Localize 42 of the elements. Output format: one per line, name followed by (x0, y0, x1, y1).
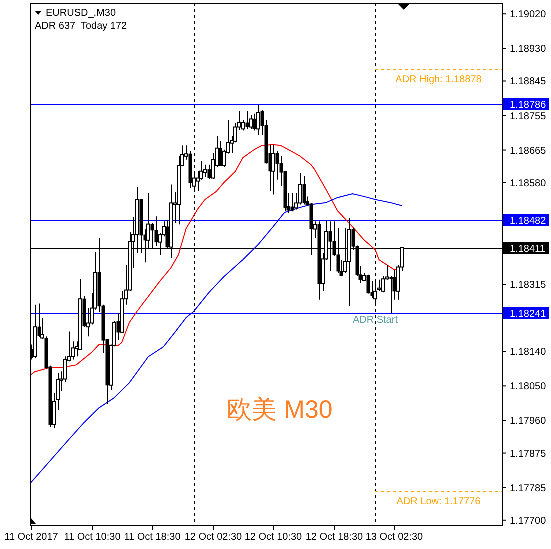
y-tick-label: 1.17785 (510, 483, 547, 494)
text: EURUSD_,M30 (46, 8, 116, 19)
x-tick-label: 12 Oct 18:30 (306, 532, 364, 543)
y-tick-label: 1.18755 (510, 111, 547, 122)
candlestick (390, 276, 394, 314)
candlestick (252, 113, 256, 132)
candlestick (298, 172, 302, 206)
ref-line-label: 1.18241 (510, 309, 547, 320)
y-tick-label: 1.19020 (510, 10, 547, 21)
text: ADR 637 Today 172 (35, 21, 128, 32)
candlestick (366, 274, 370, 294)
ref-line-label: 1.18482 (510, 216, 547, 227)
y-tick-label: 1.18845 (510, 76, 547, 88)
annotation: 欧美 M30 (227, 396, 333, 424)
y-tick-label: 1.18580 (510, 178, 547, 190)
ref-line-label: ADR High: 1.18878 (396, 74, 482, 86)
candlestick (218, 140, 222, 167)
y-tick-label: 1.17875 (510, 448, 547, 460)
y-tick-label: 1.17960 (510, 416, 547, 428)
ref-line-label: ADR Low: 1.17776 (396, 496, 482, 508)
x-tick-label: 12 Oct 10:30 (244, 532, 303, 543)
y-tick-label: 1.18050 (510, 382, 547, 393)
x-tick-label: 11 Oct 18:30 (124, 532, 182, 543)
y-tick-label: 1.18315 (510, 280, 547, 292)
candlestick (256, 104, 260, 136)
annotation: ADR Start (352, 314, 398, 326)
line-series (30, 144, 399, 376)
candlestick (246, 111, 250, 130)
ref-line-label: 1.18411 (510, 244, 546, 255)
candlestick (272, 144, 276, 196)
y-tick-label: 1.17700 (510, 516, 547, 527)
y-tick-label: 1.18665 (510, 146, 547, 157)
x-tick-label: 11 Oct 10:30 (64, 532, 122, 543)
candlestick (302, 175, 306, 206)
y-tick-label: 1.18140 (510, 347, 547, 358)
candlestick (290, 192, 294, 212)
candlestick (204, 164, 208, 178)
x-tick-label: 13 Oct 02:30 (366, 532, 424, 543)
x-tick-label: 12 Oct 02:30 (184, 532, 243, 543)
y-tick-label: 1.18930 (510, 44, 547, 56)
ref-line-label: 1.18786 (510, 100, 547, 111)
x-tick-label: 11 Oct 2017 (4, 532, 59, 543)
